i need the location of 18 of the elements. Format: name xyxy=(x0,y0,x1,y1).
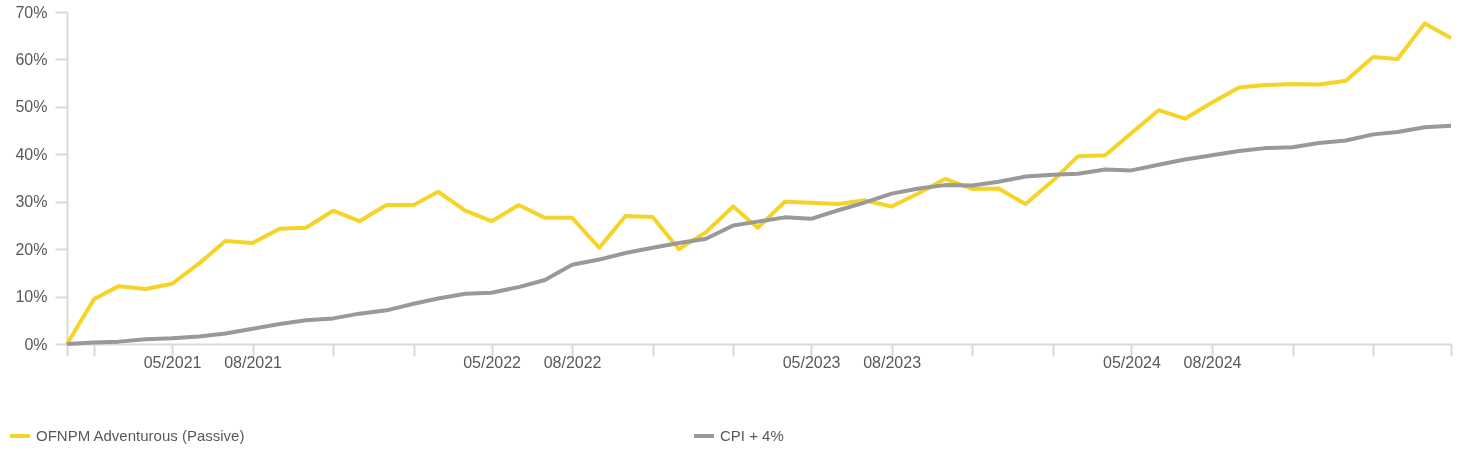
x-tick-label: 08/2021 xyxy=(224,353,283,371)
y-tick-label: 10% xyxy=(15,288,48,306)
y-tick-label: 60% xyxy=(15,50,48,68)
x-tick-label: 05/2024 xyxy=(1103,353,1161,371)
x-tick-label: 05/2021 xyxy=(143,353,202,371)
x-tick-label: 08/2024 xyxy=(1183,353,1242,371)
x-tick-label: 08/2022 xyxy=(543,353,602,371)
y-tick-label: 20% xyxy=(15,240,48,258)
x-tick-label: 05/2023 xyxy=(782,353,841,371)
y-tick-label: 30% xyxy=(15,193,48,211)
x-tick-label: 05/2022 xyxy=(463,353,522,371)
legend-label: CPI + 4% xyxy=(720,427,784,444)
y-tick-label: 50% xyxy=(15,98,48,116)
legend-label: OFNPM Adventurous (Passive) xyxy=(36,427,245,444)
y-tick-label: 0% xyxy=(24,335,48,353)
x-tick-label: 08/2023 xyxy=(863,353,922,371)
y-tick-label: 70% xyxy=(15,3,48,21)
y-tick-label: 40% xyxy=(15,145,48,163)
